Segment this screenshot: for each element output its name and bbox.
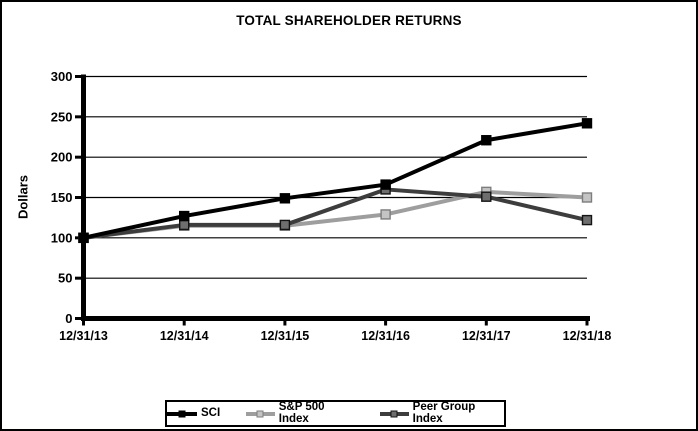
series-1-marker-5 <box>581 192 593 203</box>
x-tick-3 <box>384 318 388 326</box>
series-0-marker-3 <box>380 179 391 190</box>
series-2-marker-2 <box>279 219 291 231</box>
y-tick-300 <box>75 75 83 78</box>
x-label-3: 12/31/16 <box>361 329 410 343</box>
x-tick-5 <box>585 318 589 326</box>
sp500-marker-icon <box>256 410 264 417</box>
x-tick-4 <box>484 318 488 326</box>
sp500-line-swatch <box>246 410 275 417</box>
sci-marker-icon <box>178 410 186 417</box>
series-line-0 <box>83 121 588 240</box>
y-tick-250 <box>75 115 83 119</box>
peer-group-marker-icon <box>390 410 398 417</box>
series-0-marker-5 <box>581 118 593 129</box>
legend-item-peer-group: Peer Group Index <box>380 401 504 425</box>
x-label-2: 12/31/15 <box>261 329 310 343</box>
series-2-marker-4 <box>481 191 492 202</box>
x-tick-2 <box>283 318 287 326</box>
series-0-marker-2 <box>279 193 291 204</box>
series-0-marker-0 <box>78 232 89 244</box>
series-1-marker-3 <box>380 209 391 220</box>
y-tick-label-150: 150 <box>51 190 73 205</box>
chart-title: TOTAL SHAREHOLDER RETURNS <box>236 13 462 28</box>
x-tick-1 <box>182 318 186 326</box>
y-tick-0 <box>75 317 83 320</box>
y-tick-label-0: 0 <box>65 311 72 326</box>
series-2-marker-1 <box>178 219 190 231</box>
series-line-1 <box>83 189 588 240</box>
y-tick-50 <box>75 276 83 280</box>
y-tick-200 <box>75 155 83 159</box>
y-tick-150 <box>75 196 83 199</box>
legend-item-sci: SCI <box>167 406 221 420</box>
y-tick-label-250: 250 <box>51 109 73 124</box>
legend-label-sp500: S&P 500 Index <box>278 401 325 425</box>
x-label-4: 12/31/17 <box>462 329 511 343</box>
legend-label-sci: SCI <box>201 406 221 419</box>
x-tick-0 <box>82 318 85 326</box>
legend-item-sp500: S&P 500 Index <box>246 401 354 425</box>
legend-label-peer-group: Peer Group Index <box>412 401 476 425</box>
sci-line-swatch <box>167 410 197 417</box>
y-tick-label-100: 100 <box>51 230 73 245</box>
y-tick-label-300: 300 <box>51 69 73 84</box>
legend: SCI S&P 500 Index Peer Group Index <box>165 400 506 427</box>
peer-group-line-swatch <box>380 410 409 417</box>
series-0-marker-1 <box>178 210 190 222</box>
y-axis-line <box>81 74 86 321</box>
series-2-marker-5 <box>581 214 593 226</box>
series-line-2 <box>83 187 588 240</box>
x-axis-line <box>81 316 590 321</box>
x-label-5: 12/31/18 <box>563 329 612 343</box>
x-label-0: 12/31/13 <box>59 329 108 343</box>
series-0-marker-4 <box>481 135 492 146</box>
y-tick-label-50: 50 <box>58 271 72 286</box>
y-tick-label-200: 200 <box>51 150 73 165</box>
x-label-1: 12/31/14 <box>160 329 209 343</box>
